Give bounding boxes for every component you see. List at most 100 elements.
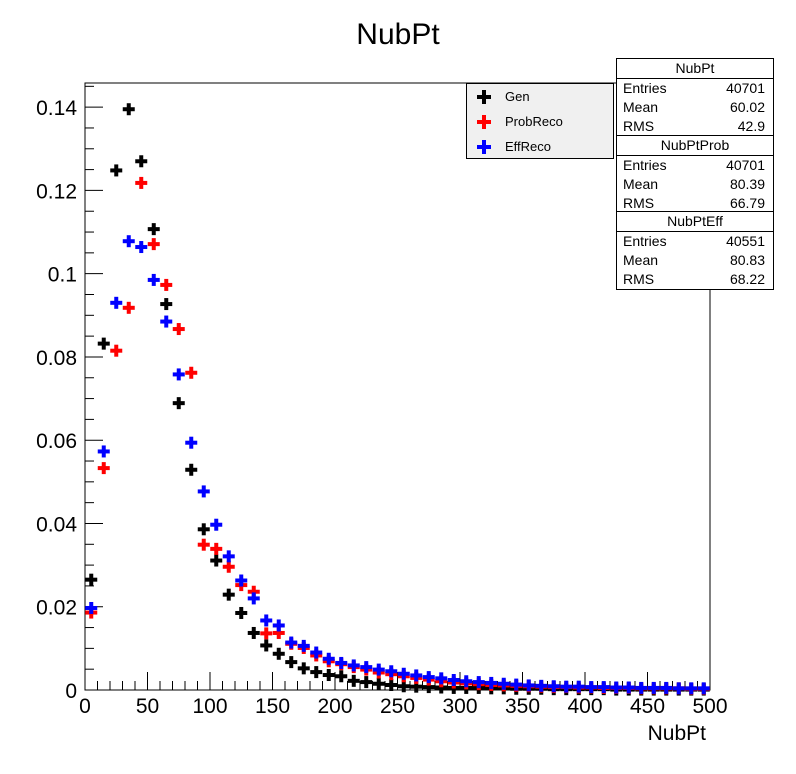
x-tick-label: 450: [630, 695, 665, 718]
x-tick-label: 100: [192, 695, 227, 718]
data-point-effreco: [272, 619, 285, 632]
legend-label: Gen: [505, 89, 530, 104]
data-point-gen: [160, 298, 173, 311]
data-point-effreco: [622, 681, 635, 694]
stats-box-nubptprob: NubPtProb Entries 40701 Mean 80.39 RMS 66.7…: [616, 135, 774, 214]
data-point-effreco: [497, 677, 510, 690]
data-point-effreco: [210, 518, 223, 531]
stats-key: Entries: [623, 157, 667, 173]
data-point-gen: [310, 666, 323, 679]
stats-row: RMS 66.79: [617, 194, 773, 213]
data-point-gen: [272, 647, 285, 660]
data-point-gen: [247, 626, 260, 639]
data-point-probreco: [247, 585, 260, 598]
chart-title: NubPt: [356, 18, 440, 51]
data-point-probreco: [172, 323, 185, 336]
data-point-effreco: [547, 680, 560, 693]
data-point-gen: [285, 656, 298, 669]
data-point-effreco: [135, 241, 148, 254]
data-point-effreco: [335, 656, 348, 669]
data-point-gen: [210, 554, 223, 567]
stats-key: Mean: [623, 99, 659, 115]
stats-key: RMS: [623, 195, 655, 211]
legend-item-effreco: EffReco: [467, 134, 613, 159]
stats-box-nubpt: NubPt Entries 40701 Mean 60.02 RMS 42.9: [616, 58, 774, 137]
data-point-gen: [147, 223, 160, 236]
stats-key: Entries: [623, 80, 667, 96]
x-axis-label: NubPt: [648, 722, 707, 745]
stats-row: Mean 60.02: [617, 98, 773, 117]
data-point-probreco: [147, 238, 160, 251]
data-point-effreco: [297, 639, 310, 652]
data-point-effreco: [572, 680, 585, 693]
data-point-gen: [110, 164, 123, 177]
x-tick-label: 250: [380, 695, 415, 718]
data-point-gen: [297, 662, 310, 675]
data-point-gen: [322, 669, 335, 682]
data-point-effreco: [347, 659, 360, 672]
x-tick-label: 0: [79, 695, 91, 718]
legend-marker-gen: [477, 89, 491, 104]
legend-label: ProbReco: [505, 114, 563, 129]
y-tick-label: 0: [65, 680, 77, 703]
data-point-probreco: [185, 366, 198, 379]
legend-marker-effreco: [477, 139, 491, 154]
data-point-effreco: [160, 315, 173, 328]
data-point-gen: [260, 639, 273, 652]
data-point-probreco: [97, 462, 110, 475]
x-tick-label: 200: [317, 695, 352, 718]
data-point-effreco: [322, 652, 335, 665]
x-tick-label: 400: [567, 695, 602, 718]
data-point-effreco: [597, 681, 610, 694]
stats-key: RMS: [623, 118, 655, 134]
data-point-effreco: [372, 663, 385, 676]
stats-row: Entries 40701: [617, 156, 773, 175]
y-tick-label: 0.02: [36, 597, 77, 620]
stats-key: Mean: [623, 176, 659, 192]
data-point-effreco: [360, 661, 373, 674]
data-point-effreco: [635, 681, 648, 694]
stats-box-nubpteff: NubPtEff Entries 40551 Mean 80.83 RMS 68.22: [616, 211, 774, 290]
data-point-effreco: [647, 681, 660, 694]
data-point-effreco: [247, 592, 260, 605]
data-point-effreco: [85, 601, 98, 614]
data-point-effreco: [422, 671, 435, 684]
data-point-probreco: [110, 344, 123, 357]
data-point-effreco: [447, 674, 460, 687]
stats-title: NubPtProb: [617, 136, 773, 156]
data-point-effreco: [685, 682, 698, 695]
data-point-gen: [347, 674, 360, 687]
data-point-gen: [122, 103, 135, 116]
data-point-effreco: [535, 679, 548, 692]
data-point-effreco: [172, 368, 185, 381]
x-tick-label: 150: [255, 695, 290, 718]
x-tick-label: 350: [505, 695, 540, 718]
data-point-probreco: [160, 278, 173, 291]
data-point-effreco: [147, 273, 160, 286]
data-point-gen: [235, 606, 248, 619]
data-point-probreco: [135, 176, 148, 189]
stats-value: 80.39: [729, 176, 765, 192]
data-point-effreco: [122, 235, 135, 248]
data-point-effreco: [585, 681, 598, 694]
data-point-gen: [435, 681, 448, 694]
stats-value: 68.22: [729, 271, 765, 287]
data-point-effreco: [610, 681, 623, 694]
stats-row: Entries 40551: [617, 232, 773, 251]
x-tick-label: 300: [442, 695, 477, 718]
legend-marker-probreco: [477, 114, 491, 129]
y-tick-label: 0.12: [36, 180, 77, 203]
data-point-effreco: [235, 574, 248, 587]
legend-item-gen: Gen: [467, 84, 613, 109]
stats-row: RMS 68.22: [617, 270, 773, 289]
stats-value: 60.02: [729, 99, 765, 115]
data-point-effreco: [310, 646, 323, 659]
data-point-probreco: [260, 627, 273, 640]
stats-key: Entries: [623, 233, 667, 249]
data-point-gen: [385, 679, 398, 692]
data-point-gen: [422, 681, 435, 694]
data-point-effreco: [660, 681, 673, 694]
stats-value: 40701: [726, 157, 765, 173]
x-tick-label: 500: [692, 695, 727, 718]
y-tick-label: 0.14: [36, 97, 77, 120]
